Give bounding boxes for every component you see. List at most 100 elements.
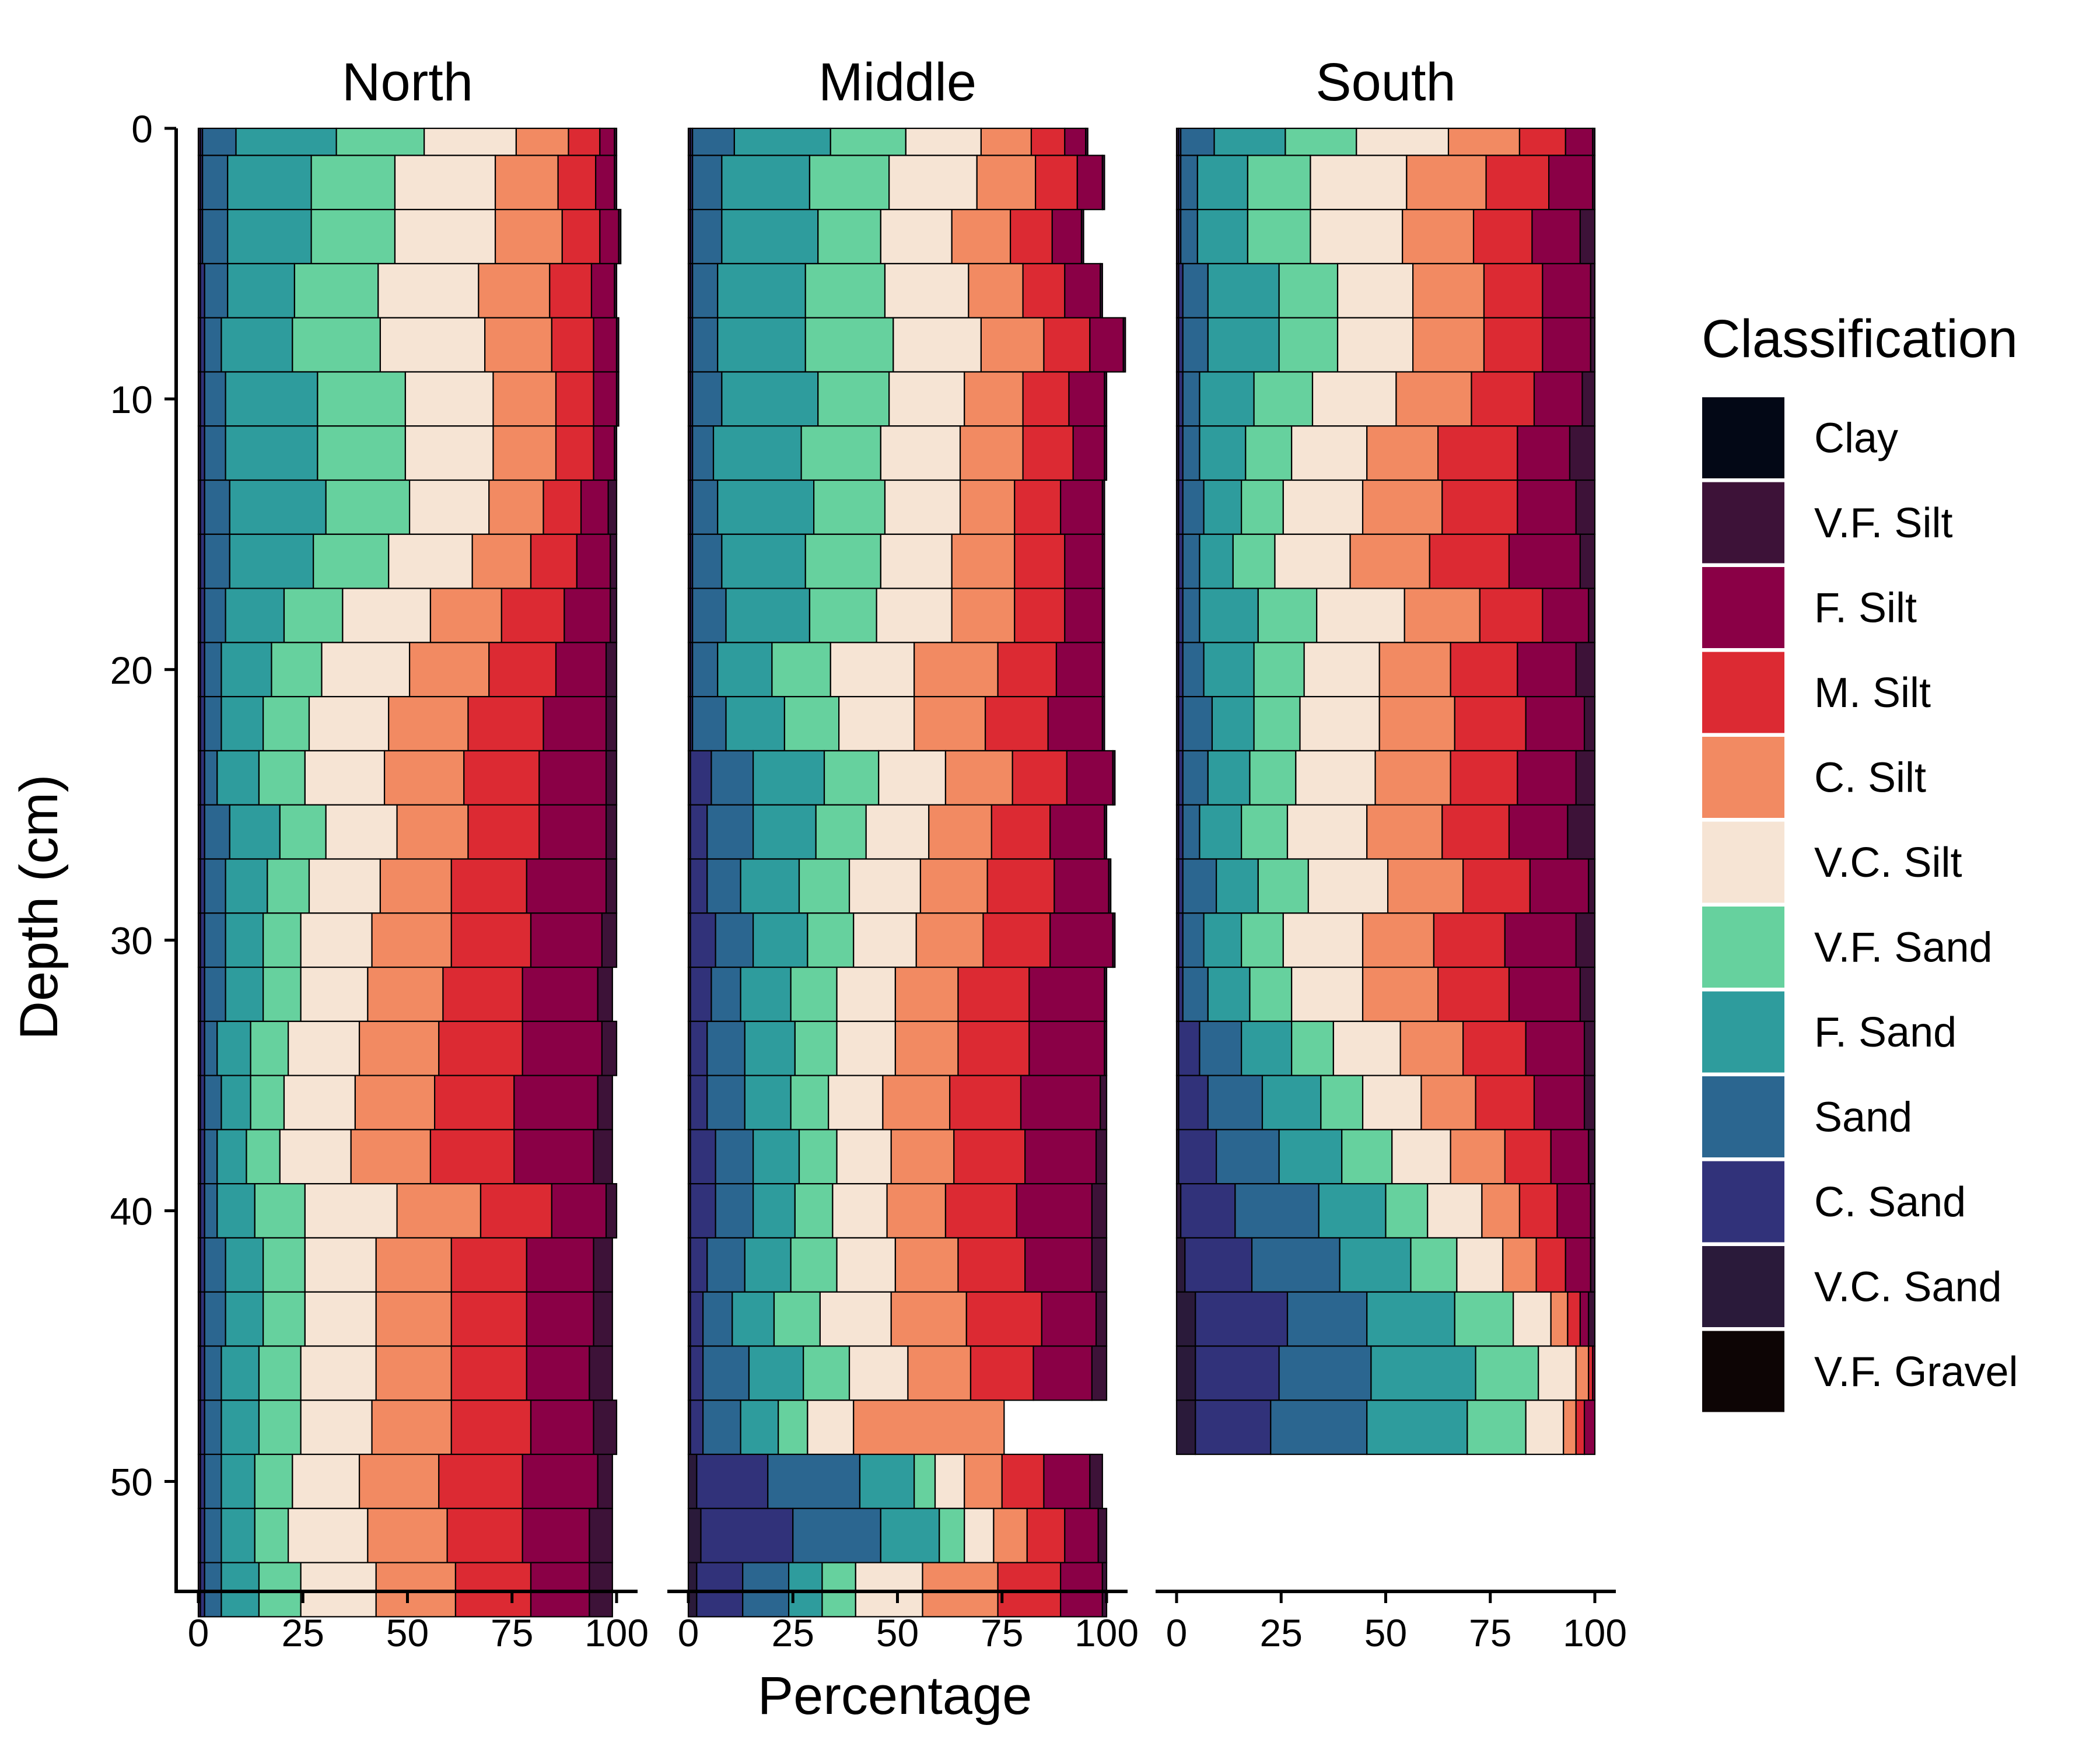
bar-segment xyxy=(551,317,594,373)
bar-segment xyxy=(580,479,609,535)
bar-segment xyxy=(589,1507,613,1563)
legend-label: V.C. Sand xyxy=(1814,1264,2002,1311)
bar-segment xyxy=(1091,1345,1108,1401)
bar-segment xyxy=(740,966,792,1022)
bar-segment xyxy=(1097,1507,1108,1563)
bar-segment xyxy=(1563,1399,1577,1455)
bar-segment xyxy=(984,696,1049,752)
bar-segment xyxy=(1579,209,1596,265)
bar-segment xyxy=(404,371,494,427)
bar-segment xyxy=(700,1507,794,1563)
bar-segment xyxy=(1362,912,1435,968)
bar-segment xyxy=(1245,425,1293,481)
legend-key xyxy=(1701,481,1786,565)
bar-segment xyxy=(292,317,381,373)
bar-segment xyxy=(394,155,496,211)
bar-segment xyxy=(599,127,615,156)
bar-segment xyxy=(1542,263,1591,319)
bar-segment xyxy=(1216,858,1259,914)
bar-segment xyxy=(614,425,618,481)
bar-segment xyxy=(1450,1129,1506,1185)
bar-segment xyxy=(1362,479,1443,535)
bar-segment xyxy=(379,858,452,914)
bar-segment xyxy=(526,1291,594,1347)
bar-segment xyxy=(350,1129,432,1185)
bar-segment xyxy=(808,155,890,211)
bar-segment xyxy=(1180,1183,1236,1239)
bar-segment xyxy=(310,155,396,211)
bar-segment xyxy=(388,533,473,589)
bar-segment xyxy=(1253,371,1314,427)
bar-segment xyxy=(1020,1075,1101,1131)
bar-segment xyxy=(1001,1453,1045,1509)
bar-segment xyxy=(905,127,982,156)
bar-segment xyxy=(526,1237,594,1293)
bar-segment xyxy=(1592,155,1596,211)
bar-segment xyxy=(919,858,988,914)
bar-segment xyxy=(744,1237,792,1293)
facet-north: North 0 25 50 75 100 xyxy=(177,53,649,1654)
bar-segment xyxy=(1575,479,1596,535)
bar-segment xyxy=(1064,533,1103,589)
bar-segment xyxy=(939,1507,965,1563)
bar-segment xyxy=(1592,127,1596,156)
legend-key xyxy=(1701,1329,1786,1413)
bar-segment xyxy=(605,1183,618,1239)
bar-segment xyxy=(1303,642,1380,698)
legend-label: F. Sand xyxy=(1814,1009,1957,1056)
bar-segment xyxy=(690,1399,704,1455)
bar-segment xyxy=(1286,804,1368,860)
bar-segment xyxy=(1182,263,1209,319)
bar-segment xyxy=(1203,912,1242,968)
bar-segment xyxy=(819,1291,892,1347)
bar-segment xyxy=(1556,1183,1591,1239)
bar-segment xyxy=(1454,696,1527,752)
bar-segment xyxy=(442,966,523,1022)
bar-segment xyxy=(1291,966,1364,1022)
bar-segment xyxy=(254,1507,289,1563)
bar-segment xyxy=(204,479,230,535)
bar-segment xyxy=(304,1183,398,1239)
bar-segment xyxy=(783,696,840,752)
legend-label: V.F. Gravel xyxy=(1814,1349,2018,1395)
bar-segment xyxy=(595,155,615,211)
bar-segment xyxy=(501,587,565,643)
bar-segment xyxy=(970,1345,1034,1401)
bar-segment xyxy=(1175,1291,1196,1347)
bar-segment xyxy=(1441,804,1510,860)
bar-segment xyxy=(526,1345,590,1401)
bar-segment xyxy=(605,858,618,914)
bar-segment xyxy=(1213,127,1286,156)
bar-segment xyxy=(790,966,838,1022)
bar-segment xyxy=(1014,533,1066,589)
bar-segment xyxy=(1241,1020,1293,1076)
bar-segment xyxy=(1518,127,1566,156)
bar-segment xyxy=(890,1129,955,1185)
bar-segment xyxy=(968,263,1024,319)
bar-segment xyxy=(1182,750,1209,806)
bar-segment xyxy=(1022,371,1070,427)
bar-segment xyxy=(599,209,620,265)
x-tick-label: 100 xyxy=(584,1611,649,1654)
bar-segment xyxy=(692,696,727,752)
bar-segment xyxy=(593,1291,613,1347)
bar-segment xyxy=(1249,966,1293,1022)
bar-segment xyxy=(1203,642,1255,698)
bar-segment xyxy=(1517,425,1571,481)
bar-segment xyxy=(928,804,992,860)
bar-segment xyxy=(817,209,881,265)
bar-segment xyxy=(1178,1020,1200,1076)
bar-segment xyxy=(438,1020,523,1076)
bar-segment xyxy=(853,912,917,968)
bar-segment xyxy=(880,1507,940,1563)
bar-segment xyxy=(375,1291,452,1347)
bar-segment xyxy=(1207,966,1251,1022)
x-tick-label: 50 xyxy=(1364,1611,1407,1654)
bar-segment xyxy=(790,1237,838,1293)
bar-segment xyxy=(614,155,618,211)
bar-segment xyxy=(1101,533,1105,589)
bar-segment xyxy=(292,1453,360,1509)
bar-segment xyxy=(836,1020,897,1076)
bar-segment xyxy=(450,1291,527,1347)
bar-segment xyxy=(1542,587,1590,643)
